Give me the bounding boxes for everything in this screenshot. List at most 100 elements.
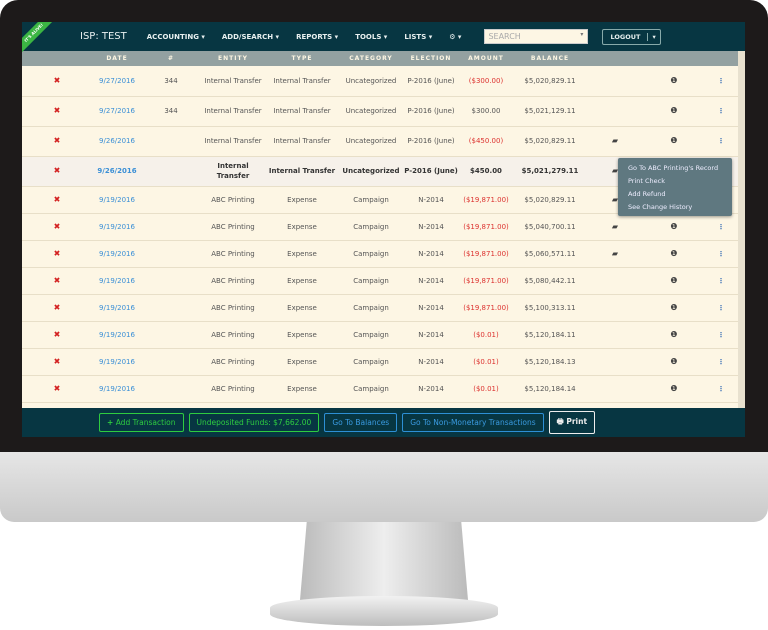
- print-button[interactable]: 🖶 Print: [548, 411, 596, 434]
- date-link[interactable]: 9/19/2016: [99, 222, 135, 231]
- balance-cell: $5,020,829.11: [524, 195, 576, 204]
- table-cell: ABC Printing: [200, 213, 266, 241]
- menu-add-search[interactable]: ADD/SEARCH ▾: [221, 32, 280, 41]
- delete-icon[interactable]: ✖: [53, 75, 61, 85]
- add-transaction-button[interactable]: + Add Transaction: [99, 413, 184, 432]
- column-header: BALANCE: [514, 51, 586, 66]
- delete-icon[interactable]: ✖: [53, 194, 61, 204]
- menu-lists[interactable]: LISTS ▾: [404, 32, 433, 41]
- table-cell: N-2014: [404, 321, 458, 349]
- gear-icon[interactable]: ⚙ ▾: [449, 32, 462, 41]
- delete-icon[interactable]: ✖: [53, 136, 61, 145]
- table-cell: 344: [142, 96, 200, 127]
- comment-icon[interactable]: ▰: [611, 248, 619, 258]
- date-link[interactable]: 9/19/2016: [99, 384, 135, 393]
- info-icon[interactable]: ❶: [670, 302, 678, 312]
- date-link[interactable]: 9/19/2016: [99, 330, 135, 339]
- date-link[interactable]: 9/27/2016: [99, 107, 135, 115]
- info-icon[interactable]: ❶: [670, 356, 678, 366]
- context-menu: Go To ABC Printing's Record Print Check …: [618, 158, 732, 216]
- more-options-icon[interactable]: ⋮: [717, 330, 725, 339]
- date-link[interactable]: 9/19/2016: [99, 303, 135, 312]
- go-to-non-monetary-button[interactable]: Go To Non-Monetary Transactions: [402, 413, 544, 432]
- info-icon[interactable]: ❶: [670, 275, 678, 285]
- menu-accounting[interactable]: ACCOUNTING ▾: [146, 32, 205, 41]
- more-options-icon[interactable]: ⋮: [717, 222, 725, 231]
- election-cell: N-2014: [418, 330, 444, 339]
- chevron-down-icon[interactable]: ▾: [647, 32, 659, 41]
- table-cell: N-2014: [404, 267, 458, 295]
- table-cell: P-2016 (June): [404, 96, 458, 127]
- table-cell: ⋮: [704, 240, 738, 268]
- delete-icon[interactable]: ✖: [53, 221, 61, 231]
- menu-item-print-check[interactable]: Print Check: [628, 176, 666, 185]
- info-icon[interactable]: ❶: [670, 329, 678, 339]
- comment-icon[interactable]: ▰: [611, 221, 619, 231]
- table-cell: Internal Transfer: [266, 66, 338, 97]
- delete-icon[interactable]: ✖: [53, 356, 61, 366]
- date-link[interactable]: 9/19/2016: [99, 195, 135, 204]
- delete-icon[interactable]: ✖: [53, 329, 61, 339]
- date-link[interactable]: 9/26/2016: [97, 167, 137, 175]
- menu-reports[interactable]: REPORTS ▾: [296, 32, 339, 41]
- delete-icon[interactable]: ✖: [53, 275, 61, 285]
- footer-bar: + Add Transaction Undeposited Funds: $7,…: [22, 408, 745, 437]
- more-options-icon[interactable]: ⋮: [717, 384, 725, 393]
- info-icon[interactable]: ❶: [670, 221, 678, 231]
- menu-item-add-refund[interactable]: Add Refund: [628, 189, 666, 198]
- menu-tools[interactable]: TOOLS ▾: [355, 32, 388, 41]
- column-header: [644, 51, 704, 66]
- menu-item-go-to-record[interactable]: Go To ABC Printing's Record: [628, 163, 719, 172]
- table-cell: 9/27/2016: [92, 66, 142, 97]
- more-options-icon[interactable]: ⋮: [717, 137, 725, 145]
- table-cell: 9/19/2016: [92, 213, 142, 241]
- table-cell: $5,040,700.11: [514, 213, 586, 241]
- more-options-icon[interactable]: ⋮: [717, 276, 725, 285]
- table-cell: N-2014: [404, 348, 458, 376]
- undeposited-funds-button[interactable]: Undeposited Funds: $7,662.00: [188, 413, 320, 432]
- comment-icon[interactable]: ▰: [611, 136, 619, 145]
- balance-cell: $5,020,829.11: [524, 137, 576, 145]
- delete-icon[interactable]: ✖: [53, 383, 61, 393]
- more-options-icon[interactable]: ⋮: [717, 107, 725, 115]
- date-link[interactable]: 9/26/2016: [99, 137, 135, 145]
- more-options-icon[interactable]: ⋮: [717, 249, 725, 258]
- delete-icon[interactable]: ✖: [53, 302, 61, 312]
- menu-item-change-history[interactable]: See Change History: [628, 202, 693, 211]
- entity-cell: ABC Printing: [211, 249, 255, 258]
- info-icon[interactable]: ❶: [670, 106, 678, 115]
- comment-icon[interactable]: ▰: [611, 194, 619, 204]
- table-row: ✖ 9/19/2016 ABC Printing Expense Campaign N-2…: [22, 267, 738, 295]
- table-cell: $5,020,829.11: [514, 126, 586, 157]
- category-cell: Campaign: [353, 222, 389, 231]
- table-cell: Campaign: [338, 348, 404, 376]
- table-cell: ❶: [644, 126, 704, 157]
- delete-icon[interactable]: ✖: [53, 106, 61, 115]
- more-options-icon[interactable]: ⋮: [717, 357, 725, 366]
- info-icon[interactable]: ❶: [670, 248, 678, 258]
- comment-icon[interactable]: ▰: [611, 166, 619, 175]
- info-icon[interactable]: ❶: [670, 136, 678, 145]
- brand[interactable]: ISP: TEST: [80, 31, 127, 42]
- table-cell: [586, 66, 644, 97]
- scrollbar[interactable]: [738, 51, 745, 408]
- info-icon[interactable]: ❶: [670, 383, 678, 393]
- info-icon[interactable]: ❶: [670, 75, 678, 85]
- category-cell: Campaign: [353, 357, 389, 366]
- logout-button[interactable]: LOGOUT: [610, 32, 641, 41]
- table-cell: 9/27/2016: [92, 96, 142, 127]
- date-link[interactable]: 9/19/2016: [99, 357, 135, 366]
- search-input[interactable]: SEARCH: [484, 29, 589, 44]
- delete-icon[interactable]: ✖: [53, 248, 61, 258]
- table-cell: P-2016 (June): [404, 66, 458, 97]
- more-options-icon[interactable]: ⋮: [717, 76, 725, 85]
- table-cell: ✖: [22, 321, 92, 349]
- more-options-icon[interactable]: ⋮: [717, 303, 725, 312]
- date-link[interactable]: 9/19/2016: [99, 276, 135, 285]
- date-link[interactable]: 9/27/2016: [99, 76, 135, 85]
- balance-cell: $5,020,829.11: [524, 76, 576, 85]
- delete-icon[interactable]: ✖: [53, 166, 61, 175]
- go-to-balances-button[interactable]: Go To Balances: [324, 413, 398, 432]
- date-link[interactable]: 9/19/2016: [99, 249, 135, 258]
- table-cell: Uncategorized: [338, 126, 404, 157]
